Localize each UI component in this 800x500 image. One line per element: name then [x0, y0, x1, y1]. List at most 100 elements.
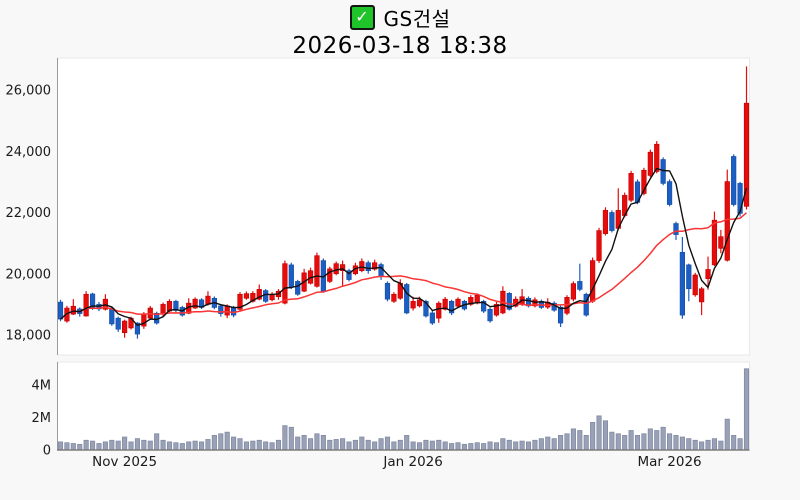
candle-body: [134, 322, 141, 335]
volume-bar: [384, 436, 391, 450]
volume-bar: [583, 435, 589, 450]
volume-bar: [634, 435, 641, 450]
candle-body: [468, 297, 474, 305]
volume-bar: [647, 428, 653, 450]
volume-bar: [333, 439, 339, 450]
volume-bar: [404, 435, 410, 450]
volume-bar: [218, 433, 224, 450]
candle-body: [506, 293, 512, 310]
candle-body: [333, 263, 339, 275]
candle-body: [442, 298, 448, 310]
volume-bar: [307, 438, 314, 450]
title-line: ✓ GS건설: [0, 2, 800, 32]
price-tick-label: 18,000: [6, 329, 52, 344]
volume-bar: [667, 433, 673, 450]
x-axis-label: Mar 2026: [638, 454, 702, 470]
candle-body: [218, 305, 224, 314]
volume-bar: [622, 435, 628, 450]
volume-bar: [564, 433, 570, 450]
price-tick-label: 24,000: [6, 145, 52, 160]
candle-body: [339, 264, 346, 271]
volume-bar: [493, 442, 500, 450]
candle-body: [628, 173, 634, 201]
candle-body: [295, 281, 301, 295]
candle-body: [109, 307, 115, 325]
candle-body: [711, 219, 718, 266]
candle-body: [192, 298, 198, 309]
price-tick-label: 20,000: [6, 267, 52, 282]
volume-bar: [192, 440, 198, 450]
volume-bar: [391, 441, 397, 450]
volume-bar: [538, 438, 544, 450]
volume-bar: [109, 439, 115, 450]
volume-bar: [250, 440, 256, 450]
volume-bar: [166, 441, 173, 450]
volume-bar: [724, 418, 730, 450]
volume-bar: [506, 439, 512, 450]
candle-body: [673, 223, 679, 235]
candle-body: [237, 293, 243, 310]
candle-body: [557, 306, 564, 324]
volume-bar: [525, 441, 532, 450]
candle-body: [384, 282, 391, 300]
candle-body: [288, 264, 294, 288]
candle-body: [718, 236, 724, 249]
candle-body: [641, 169, 647, 194]
price-tick-label: 26,000: [6, 84, 52, 99]
volume-bar: [743, 368, 750, 450]
volume-bar: [711, 438, 717, 450]
volume-bar: [705, 439, 711, 450]
volume-bar: [416, 442, 423, 450]
candle-body: [57, 301, 64, 320]
volume-bar: [442, 441, 448, 450]
price-panel: [57, 57, 750, 356]
volume-bar: [590, 422, 596, 450]
volume-bar: [224, 431, 230, 450]
candle-body: [372, 262, 378, 270]
volume-bar: [596, 415, 602, 450]
volume-bar: [128, 441, 134, 450]
ma-long-line: [60, 212, 747, 320]
volume-bar: [352, 439, 358, 450]
volume-bar: [141, 439, 147, 450]
candle-body: [256, 289, 262, 300]
volume-bar: [410, 441, 416, 450]
volume-bar: [468, 443, 474, 450]
candle-body: [596, 230, 602, 261]
volume-bar: [346, 441, 352, 450]
volume-bar: [602, 420, 609, 450]
candle-body: [493, 304, 500, 316]
candle-body: [70, 305, 76, 315]
volume-bar: [186, 441, 192, 450]
candle-body: [346, 270, 352, 280]
volume-bar: [474, 442, 480, 450]
volume-bar: [545, 436, 551, 450]
candle-body: [583, 293, 589, 316]
candle-body: [743, 102, 750, 207]
volume-bar: [455, 442, 461, 450]
candle-body: [429, 312, 435, 324]
volume-bar: [160, 439, 166, 450]
volume-bar: [481, 443, 487, 450]
volume-bar: [295, 436, 301, 450]
candle-body: [590, 260, 596, 302]
volume-bar: [609, 431, 615, 450]
volume-bar: [500, 438, 506, 450]
volume-bar: [243, 441, 249, 450]
candle-body: [602, 210, 609, 234]
stock-checkbox[interactable]: ✓: [349, 4, 375, 30]
candle-body: [173, 301, 179, 311]
volume-bar: [198, 441, 205, 450]
candle-body: [487, 308, 493, 322]
volume-bar: [558, 435, 564, 450]
volume-bar: [686, 438, 692, 450]
price-tick-label: 22,000: [6, 206, 52, 221]
chart-header: ✓ GS건설 2026-03-18 18:38: [0, 0, 800, 59]
volume-bar: [288, 426, 294, 450]
checkmark-icon: ✓: [355, 7, 369, 26]
volume-bar: [301, 435, 307, 450]
x-axis-label: Nov 2025: [92, 454, 157, 470]
ma-short-line: [60, 167, 748, 326]
volume-bar: [365, 439, 371, 450]
volume-bar: [423, 439, 429, 450]
